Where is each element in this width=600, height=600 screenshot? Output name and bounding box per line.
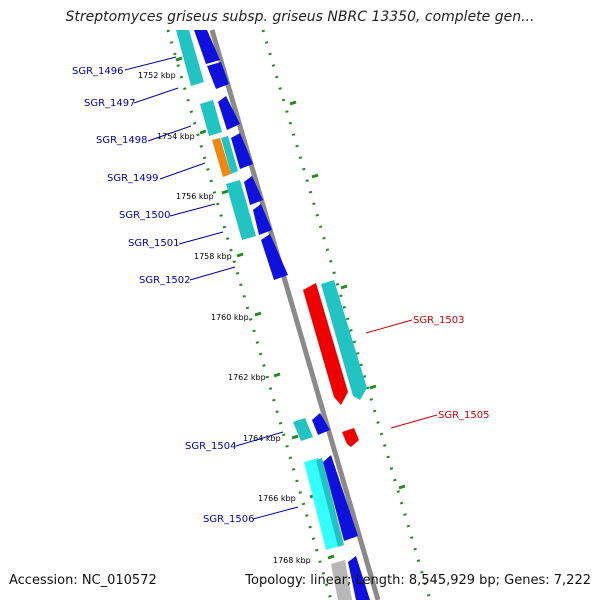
gene-label-sgr-1502[interactable]: SGR_1502 [139,275,191,286]
gene-arrow-blue[interactable] [253,204,272,235]
gene-arrow-blue[interactable] [323,455,358,541]
gene-label-sgr-1499[interactable]: SGR_1499 [107,173,159,184]
kbp-label: 1752 kbp [138,71,176,80]
gene-arrow-gray[interactable] [331,560,352,600]
topology-summary: Topology: linear; Length: 8,545,929 bp; … [245,573,591,588]
gene-arrow-orange[interactable] [212,138,231,177]
gene-label-sgr-1497[interactable]: SGR_1497 [84,98,136,109]
gene-arrow-blue[interactable] [312,413,330,435]
kbp-label: 1766 kbp [258,494,296,503]
gene-arrow-red[interactable] [342,428,359,447]
kbp-label: 1768 kbp [273,556,311,565]
gene-arrow-cyan[interactable] [200,100,222,136]
reverse-genes [176,30,370,600]
kbp-label: 1756 kbp [176,192,214,201]
kbp-label: 1762 kbp [228,373,266,382]
gene-label-sgr-1503[interactable]: SGR_1503 [413,315,465,326]
gene-label-sgr-1498[interactable]: SGR_1498 [96,135,148,146]
gene-arrow-blue[interactable] [348,556,370,600]
gene-label-sgr-1506[interactable]: SGR_1506 [203,514,255,525]
gene-label-sgr-1500[interactable]: SGR_1500 [119,210,171,221]
gene-arrow-blue[interactable] [261,234,288,280]
label-connectors [124,56,438,520]
gene-arrow-cyan[interactable] [176,30,204,86]
gene-arrow-red[interactable] [303,283,348,405]
gene-arrow-cyan[interactable] [221,136,238,174]
gene-arrow-cyan[interactable] [316,458,344,547]
gene-arrow-light-cyan[interactable] [304,458,340,550]
gene-label-sgr-1505[interactable]: SGR_1505 [438,410,490,421]
gene-arrow-cyan[interactable] [226,180,256,240]
map-title: Streptomyces griseus subsp. griseus NBRC… [65,9,535,25]
gene-arrow-blue[interactable] [244,176,263,205]
gene-label-sgr-1504[interactable]: SGR_1504 [185,441,237,452]
gene-arrow-blue[interactable] [194,30,220,64]
gene-arrow-cyan[interactable] [321,280,367,400]
accession-text: Accession: NC_010572 [9,573,157,588]
gene-arrow-blue[interactable] [231,133,253,169]
gene-labels: SGR_1496 SGR_1497 SGR_1498 SGR_1499 SGR_… [72,66,490,525]
kbp-label: 1754 kbp [157,132,195,141]
gene-label-sgr-1496[interactable]: SGR_1496 [72,66,124,77]
kbp-label: 1758 kbp [194,252,232,261]
kbp-label: 1760 kbp [211,313,249,322]
gene-arrow-cyan[interactable] [293,418,313,441]
gene-label-sgr-1501[interactable]: SGR_1501 [128,238,180,249]
gene-arrow-blue[interactable] [207,62,229,89]
forward-genes [303,280,367,447]
gene-arrow-blue[interactable] [218,96,240,130]
genome-backbone [209,29,381,600]
